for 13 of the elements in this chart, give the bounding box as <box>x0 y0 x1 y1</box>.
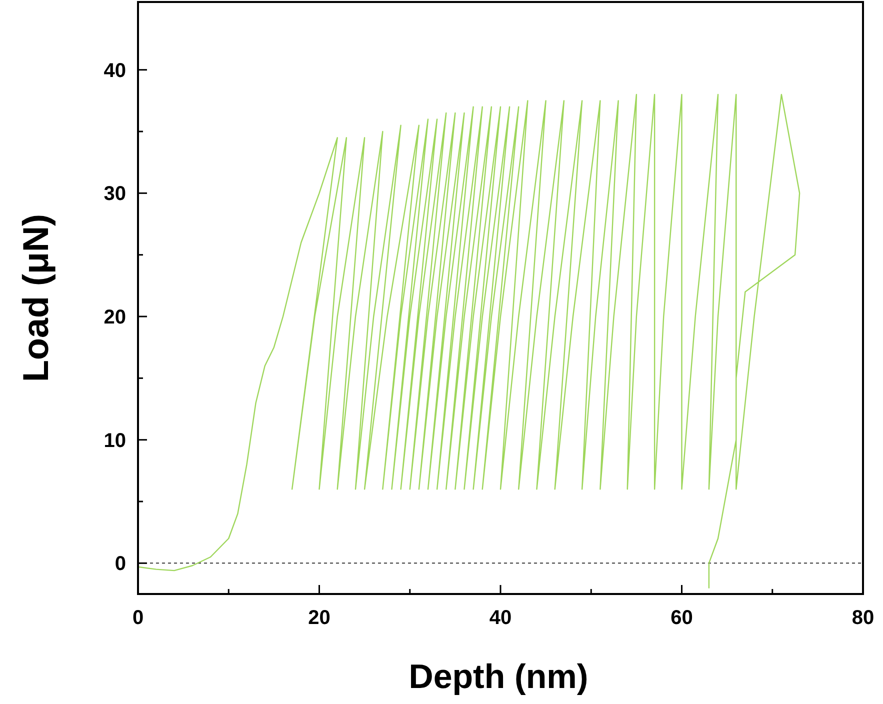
x-tick-label: 40 <box>489 607 512 629</box>
y-tick-label: 10 <box>104 430 126 452</box>
y-axis-title: Load (μN) <box>15 214 56 382</box>
x-axis-title: Depth (nm) <box>408 658 588 696</box>
y-tick-label: 40 <box>104 60 126 82</box>
y-tick-label: 30 <box>104 183 126 206</box>
x-tick-label: 80 <box>852 607 874 629</box>
y-tick-label: 0 <box>114 553 126 576</box>
y-tick-label: 20 <box>104 306 126 328</box>
x-tick-label: 20 <box>308 607 330 629</box>
x-tick-label: 60 <box>670 607 693 629</box>
x-tick-label: 0 <box>132 607 144 629</box>
line-series <box>137 94 800 588</box>
